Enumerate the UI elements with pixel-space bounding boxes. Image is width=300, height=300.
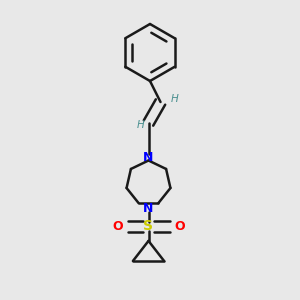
Text: N: N: [143, 202, 154, 215]
Text: N: N: [143, 151, 154, 164]
Text: H: H: [171, 94, 179, 104]
Text: O: O: [112, 220, 123, 233]
Text: O: O: [175, 220, 185, 233]
Text: H: H: [137, 119, 145, 130]
Text: S: S: [143, 220, 154, 233]
